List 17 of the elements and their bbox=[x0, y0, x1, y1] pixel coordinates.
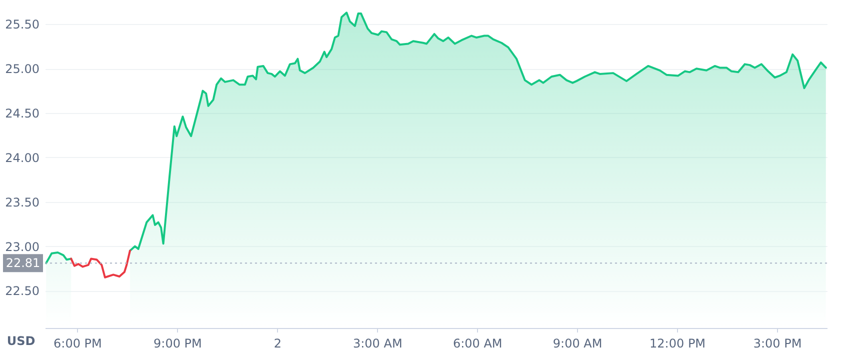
x-tick-label: 6:00 AM bbox=[452, 336, 502, 350]
x-tick-label: 2 bbox=[274, 336, 282, 350]
x-tick-label: 12:00 PM bbox=[650, 336, 706, 350]
x-tick-label: 6:00 PM bbox=[54, 336, 102, 350]
y-tick-label: 23.00 bbox=[5, 240, 40, 254]
x-tick-label: 3:00 PM bbox=[753, 336, 802, 350]
y-tick-label: 25.50 bbox=[5, 18, 40, 32]
y-tick-label: 24.50 bbox=[5, 106, 40, 121]
y-tick-label: 25.00 bbox=[5, 62, 40, 76]
x-tick-label: 9:00 AM bbox=[552, 336, 602, 350]
y-tick-label: 24.00 bbox=[5, 150, 40, 165]
y-tick-label: 23.50 bbox=[5, 195, 40, 210]
x-tick-label: 9:00 PM bbox=[154, 336, 202, 350]
x-tick-label: 3:00 AM bbox=[352, 336, 402, 350]
y-axis-title: USD bbox=[6, 334, 36, 348]
y-tick-label: 22.50 bbox=[5, 284, 40, 298]
ref-line-label: 22.81 bbox=[6, 256, 40, 270]
